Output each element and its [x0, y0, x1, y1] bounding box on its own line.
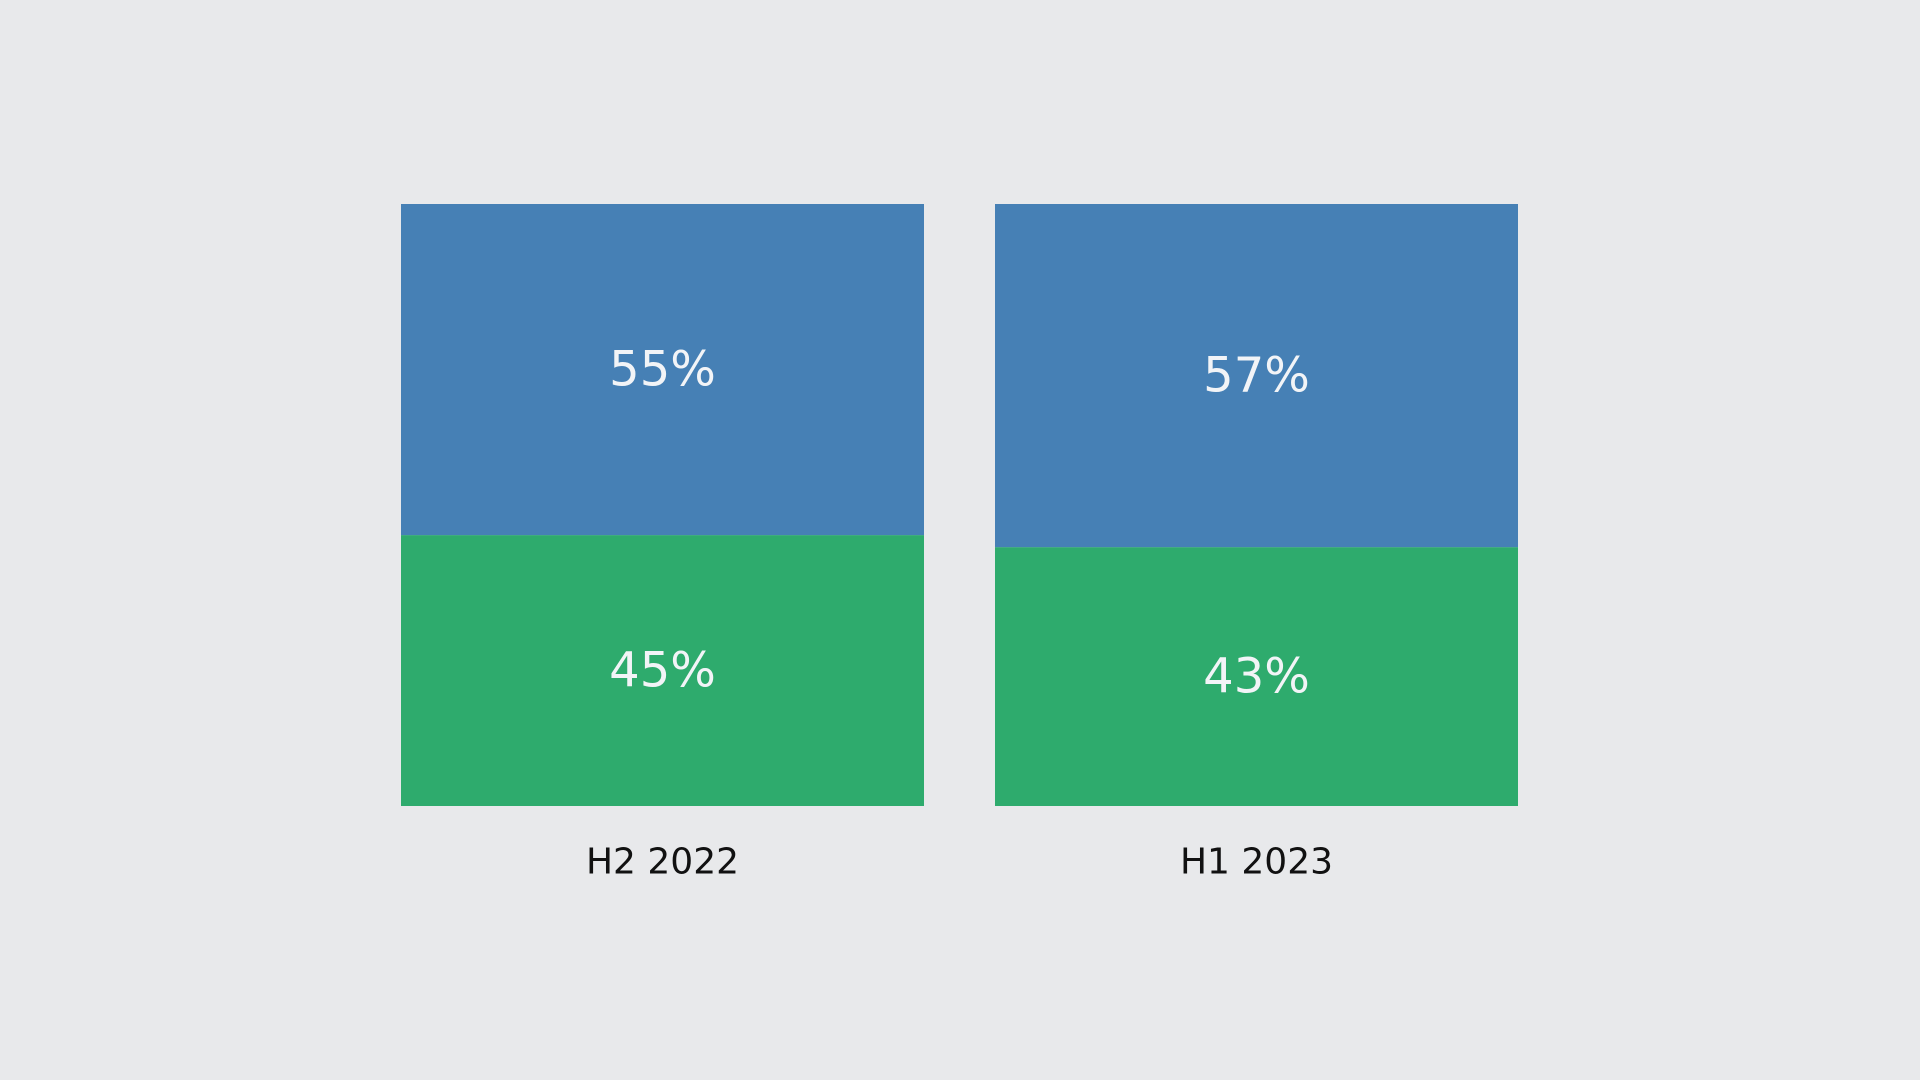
data-label-h1-2023-series-1: 57% [1203, 348, 1310, 404]
bar-segment-h1-2023-series-1 [995, 204, 1518, 548]
data-label-h2-2022-series-1: 55% [609, 342, 716, 398]
bars-layer [401, 204, 1518, 806]
bar-segment-h2-2022-series-2 [401, 535, 924, 806]
bar-segment-h1-2023-series-2 [995, 547, 1518, 806]
data-label-h2-2022-series-2: 45% [609, 643, 716, 699]
labels-layer: 45% 55% 43% 57% [609, 342, 1310, 705]
category-label-h1-2023: H1 2023 [1180, 842, 1333, 883]
data-label-h1-2023-series-2: 43% [1203, 649, 1310, 705]
category-labels: H2 2022 H1 2023 [586, 842, 1333, 883]
category-label-h2-2022: H2 2022 [586, 842, 739, 883]
bar-segment-h2-2022-series-1 [401, 204, 924, 536]
